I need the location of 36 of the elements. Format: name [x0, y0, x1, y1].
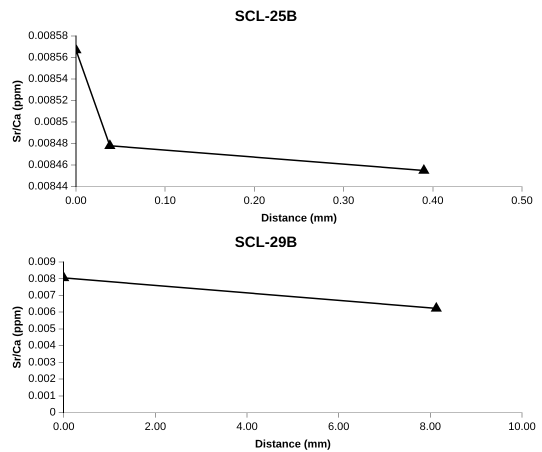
y-tick-label: 0.004: [28, 340, 56, 352]
x-axis-title: Distance (mm): [254, 438, 332, 450]
y-tick-label: 0.009: [28, 256, 56, 268]
y-axis-title: Sr/Ca (ppm): [12, 80, 24, 142]
x-tick-label: 0.50: [511, 195, 533, 208]
x-tick-label: 0.10: [154, 195, 176, 208]
y-tick-label: 0.00844: [28, 180, 68, 193]
y-tick-label: 0.002: [28, 373, 56, 386]
y-tick-label: 0.008: [28, 272, 56, 285]
x-tick-label: 10.00: [508, 421, 536, 434]
y-tick-label: 0.00856: [28, 52, 68, 64]
x-tick-label: 0.00: [53, 421, 74, 434]
y-tick-label: 0.001: [28, 390, 56, 402]
x-tick-label: 0.40: [422, 195, 444, 208]
x-tick-label: 8.00: [420, 421, 442, 434]
y-axis-title: Sr/Ca (ppm): [12, 306, 24, 368]
y-tick-label: 0.00846: [28, 159, 68, 172]
x-tick-label: 0.00: [65, 195, 87, 208]
x-tick-label: 0.30: [332, 195, 354, 208]
chart-title: SCL-25B: [234, 8, 298, 26]
x-tick-label: 6.00: [328, 421, 350, 434]
x-tick-label: 2.00: [144, 421, 166, 434]
x-tick-label: 0.20: [244, 195, 266, 208]
x-axis-title: Distance (mm): [261, 212, 338, 224]
y-tick-label: 0.0085: [34, 116, 68, 128]
y-tick-label: 0.003: [28, 356, 56, 368]
chart-title: SCL-29B: [234, 234, 298, 252]
y-tick-label: 0.007: [28, 290, 56, 302]
y-tick-label: 0.005: [28, 322, 56, 335]
y-tick-label: 0.00848: [28, 138, 68, 150]
y-tick-label: 0.00852: [28, 94, 68, 107]
y-tick-label: 0.00858: [28, 30, 68, 42]
y-tick-label: 0.006: [28, 306, 56, 318]
x-tick-label: 4.00: [236, 421, 258, 434]
y-tick-label: 0.00854: [28, 73, 68, 86]
y-tick-label: 0: [50, 406, 56, 419]
